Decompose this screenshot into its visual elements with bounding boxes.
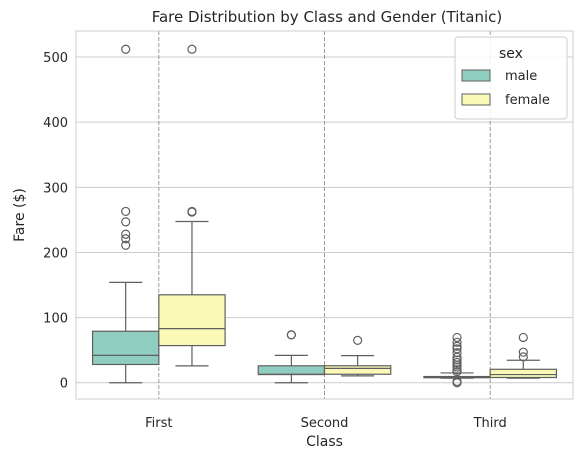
x-tick-label: Third	[473, 416, 507, 431]
legend: sex male female	[454, 36, 568, 120]
outlier-point	[452, 341, 462, 351]
y-tick-label: 100	[43, 312, 68, 327]
outlier-point	[187, 44, 197, 54]
legend-label-male: male	[505, 69, 537, 84]
outlier-point	[452, 357, 462, 368]
outlier-point	[452, 332, 462, 343]
x-tick-label: First	[145, 416, 172, 431]
outlier-point	[452, 376, 462, 387]
outlier-point	[518, 352, 528, 362]
outlier-point	[452, 348, 462, 358]
box-male-third	[423, 332, 491, 388]
box-iqr	[323, 365, 392, 375]
outlier-point	[518, 347, 528, 357]
x-tick-label: Second	[301, 416, 349, 431]
legend-title: sex	[499, 46, 523, 62]
y-tick-label: 0	[60, 377, 68, 392]
outlier-point	[353, 335, 363, 345]
outlier-point	[121, 217, 131, 227]
box-iqr	[257, 365, 326, 376]
outlier-point	[452, 355, 462, 365]
box-iqr	[91, 330, 160, 366]
legend-swatch-female	[461, 93, 491, 106]
y-tick-label: 400	[43, 116, 68, 131]
outlier-point	[121, 234, 131, 244]
box-female-second	[323, 335, 392, 377]
y-tick-label: 200	[43, 246, 68, 261]
outlier-point	[286, 330, 296, 340]
outlier-point	[121, 240, 131, 250]
outlier-point	[121, 229, 131, 239]
box-male-second	[257, 330, 326, 384]
box-female-third	[489, 332, 558, 379]
outlier-point	[187, 206, 197, 217]
outlier-point	[452, 337, 462, 347]
x-axis-label: Class	[306, 434, 343, 450]
outlier-point	[452, 344, 462, 354]
box-female-first	[158, 44, 226, 367]
legend-swatch-male	[461, 69, 491, 82]
outlier-point	[452, 365, 462, 375]
plot-frame	[75, 30, 574, 400]
outlier-point	[121, 44, 131, 54]
outlier-point	[121, 206, 131, 217]
y-tick-label: 300	[43, 181, 68, 196]
tick-labels: 0 100 200 300 400 500 First Second Third	[43, 51, 507, 431]
legend-label-female: female	[505, 93, 550, 108]
box-iqr	[158, 294, 226, 347]
y-tick-label: 500	[43, 51, 68, 66]
boxes-layer	[91, 44, 558, 388]
y-axis-label: Fare ($)	[12, 188, 28, 242]
box-male-first	[91, 44, 160, 384]
chart-title: Fare Distribution by Class and Gender (T…	[152, 8, 503, 26]
outlier-point	[518, 332, 528, 343]
box-iqr	[489, 368, 558, 379]
